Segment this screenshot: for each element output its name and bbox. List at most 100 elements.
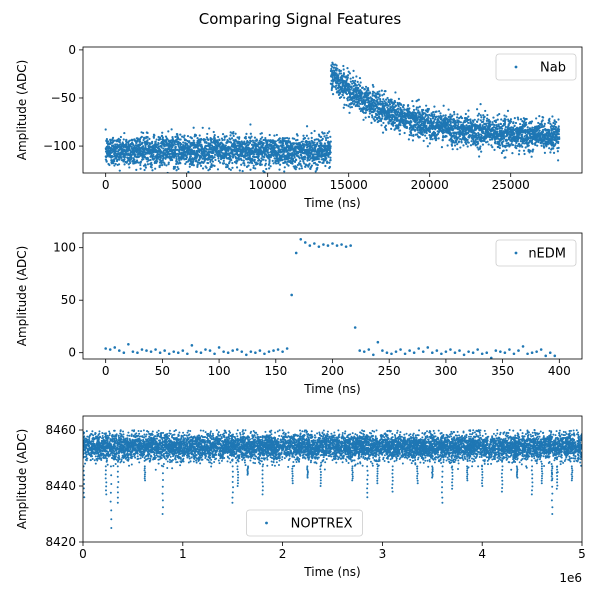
data-point [384, 101, 387, 104]
data-point [456, 148, 459, 151]
data-point [210, 138, 213, 141]
data-point [407, 103, 410, 107]
data-point [398, 129, 402, 132]
data-point [493, 134, 496, 137]
data-point [252, 146, 255, 149]
data-point [151, 169, 154, 172]
data-point [201, 126, 204, 129]
data-point [408, 107, 411, 110]
data-point [367, 94, 370, 97]
data-point [381, 131, 385, 134]
data-point [195, 150, 198, 153]
data-point [286, 163, 289, 166]
data-point [393, 121, 397, 124]
data-point [360, 97, 364, 100]
data-point [219, 161, 222, 164]
data-point [316, 158, 319, 161]
data-point [224, 144, 227, 147]
data-point [307, 137, 310, 140]
data-point [335, 64, 338, 67]
data-point [342, 106, 345, 109]
data-point [311, 144, 314, 147]
data-point [283, 150, 286, 154]
data-point [456, 113, 459, 116]
data-point [206, 148, 209, 151]
data-point [139, 140, 142, 143]
data-point [155, 138, 158, 141]
data-point [331, 93, 335, 96]
data-point [275, 133, 278, 137]
data-point [329, 151, 332, 154]
data-point [183, 134, 186, 137]
data-point [287, 137, 291, 140]
data-point [481, 143, 485, 146]
data-point [325, 157, 328, 160]
data-point [359, 84, 362, 87]
data-point [336, 67, 339, 70]
data-point [188, 146, 192, 149]
data-point [296, 163, 300, 167]
data-point [130, 145, 133, 148]
data-point [459, 121, 462, 124]
data-point [111, 136, 115, 139]
data-point [273, 146, 276, 150]
data-point [119, 135, 123, 139]
data-point [368, 102, 371, 105]
data-point [453, 137, 456, 140]
data-point [386, 96, 389, 100]
data-point [268, 158, 271, 162]
data-point [256, 144, 259, 148]
data-point [235, 147, 238, 150]
data-point [506, 131, 510, 134]
data-point [385, 98, 388, 101]
data-point [472, 120, 475, 124]
data-point [466, 145, 469, 148]
data-point [260, 140, 263, 143]
data-point [379, 98, 382, 101]
data-point [180, 135, 184, 138]
data-point [222, 162, 226, 165]
data-point [399, 106, 402, 110]
data-point [120, 156, 123, 159]
data-point [176, 165, 179, 169]
data-point [266, 148, 270, 152]
data-point [274, 140, 277, 143]
data-point [223, 136, 226, 139]
data-point [346, 99, 349, 102]
data-point [452, 125, 455, 128]
data-point [450, 132, 453, 136]
data-point [192, 160, 195, 163]
data-point [109, 139, 112, 142]
data-point [171, 146, 174, 149]
data-point [467, 118, 470, 122]
data-point [229, 138, 232, 141]
data-point [378, 94, 381, 97]
data-point [397, 110, 400, 113]
data-point [500, 151, 503, 155]
data-point [432, 111, 435, 114]
data-point [228, 167, 231, 170]
data-point [484, 109, 487, 113]
data-point [135, 168, 138, 171]
data-point [477, 118, 480, 121]
data-point [462, 130, 465, 133]
data-point [226, 164, 229, 167]
data-point [179, 133, 182, 136]
data-point [318, 161, 322, 164]
data-point [411, 99, 414, 103]
data-point [418, 136, 421, 139]
data-point [143, 137, 146, 140]
data-point [362, 111, 365, 114]
data-point [144, 144, 147, 148]
data-point [229, 134, 232, 137]
data-point [240, 163, 243, 166]
data-point [442, 104, 445, 107]
data-point [123, 163, 126, 166]
data-point [477, 142, 480, 145]
data-point [142, 131, 145, 135]
data-point [402, 106, 405, 109]
data-point [380, 117, 384, 120]
data-point [346, 74, 350, 77]
data-point [171, 158, 174, 162]
data-point [346, 76, 349, 79]
